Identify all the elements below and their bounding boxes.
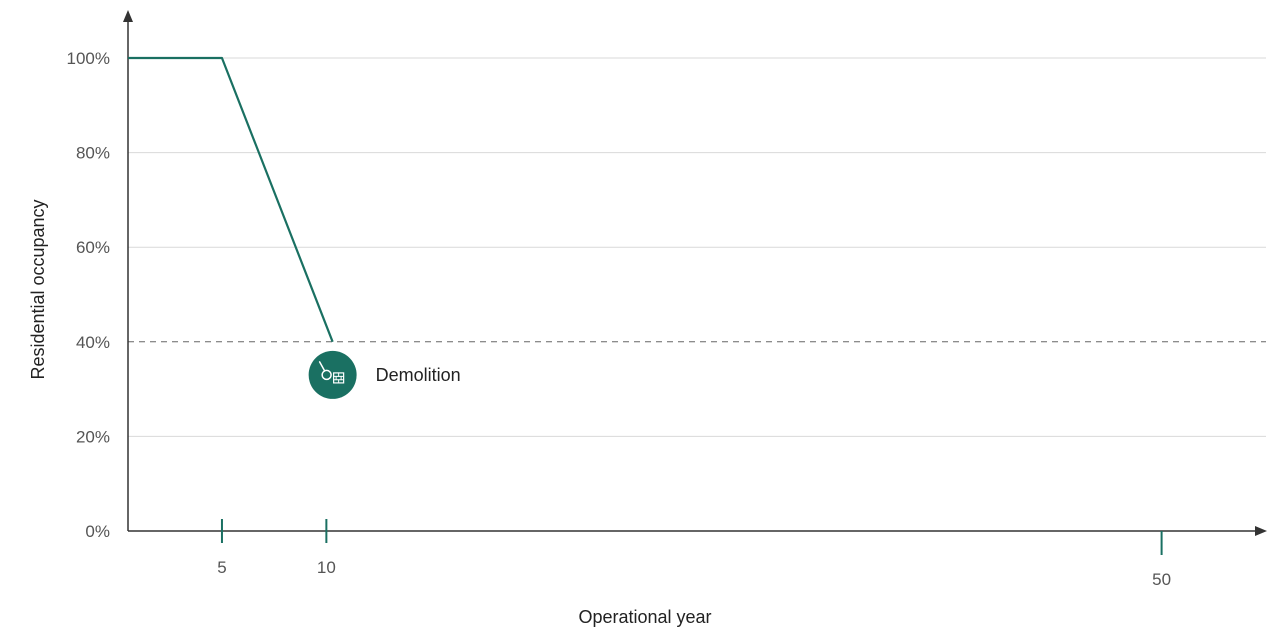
y-tick-labels: 0% 20% 40% 60% 80% 100% [67, 49, 110, 541]
y-tick-label: 20% [76, 427, 110, 446]
y-axis-title: Residential occupancy [28, 199, 48, 379]
x-tick-label: 50 [1152, 570, 1171, 589]
y-tick-label: 0% [85, 522, 110, 541]
y-axis-arrow [123, 10, 133, 22]
y-tick-label: 60% [76, 238, 110, 257]
y-tick-label: 80% [76, 144, 110, 163]
y-tick-label: 40% [76, 333, 110, 352]
axes [123, 10, 1267, 536]
x-ticks: 5 10 50 [217, 519, 1171, 589]
x-tick-label: 10 [317, 558, 336, 577]
demolition-annotation: Demolition [308, 350, 461, 399]
demolition-marker [308, 350, 357, 399]
occupancy-series-line [128, 56, 334, 343]
y-tick-label: 100% [67, 49, 110, 68]
x-axis-arrow [1255, 526, 1267, 536]
wrecking-ball-icon [318, 361, 345, 384]
grid-lines [128, 57, 1266, 437]
x-axis-title: Operational year [578, 607, 711, 627]
x-tick-label: 5 [217, 558, 226, 577]
demolition-label: Demolition [376, 365, 461, 385]
